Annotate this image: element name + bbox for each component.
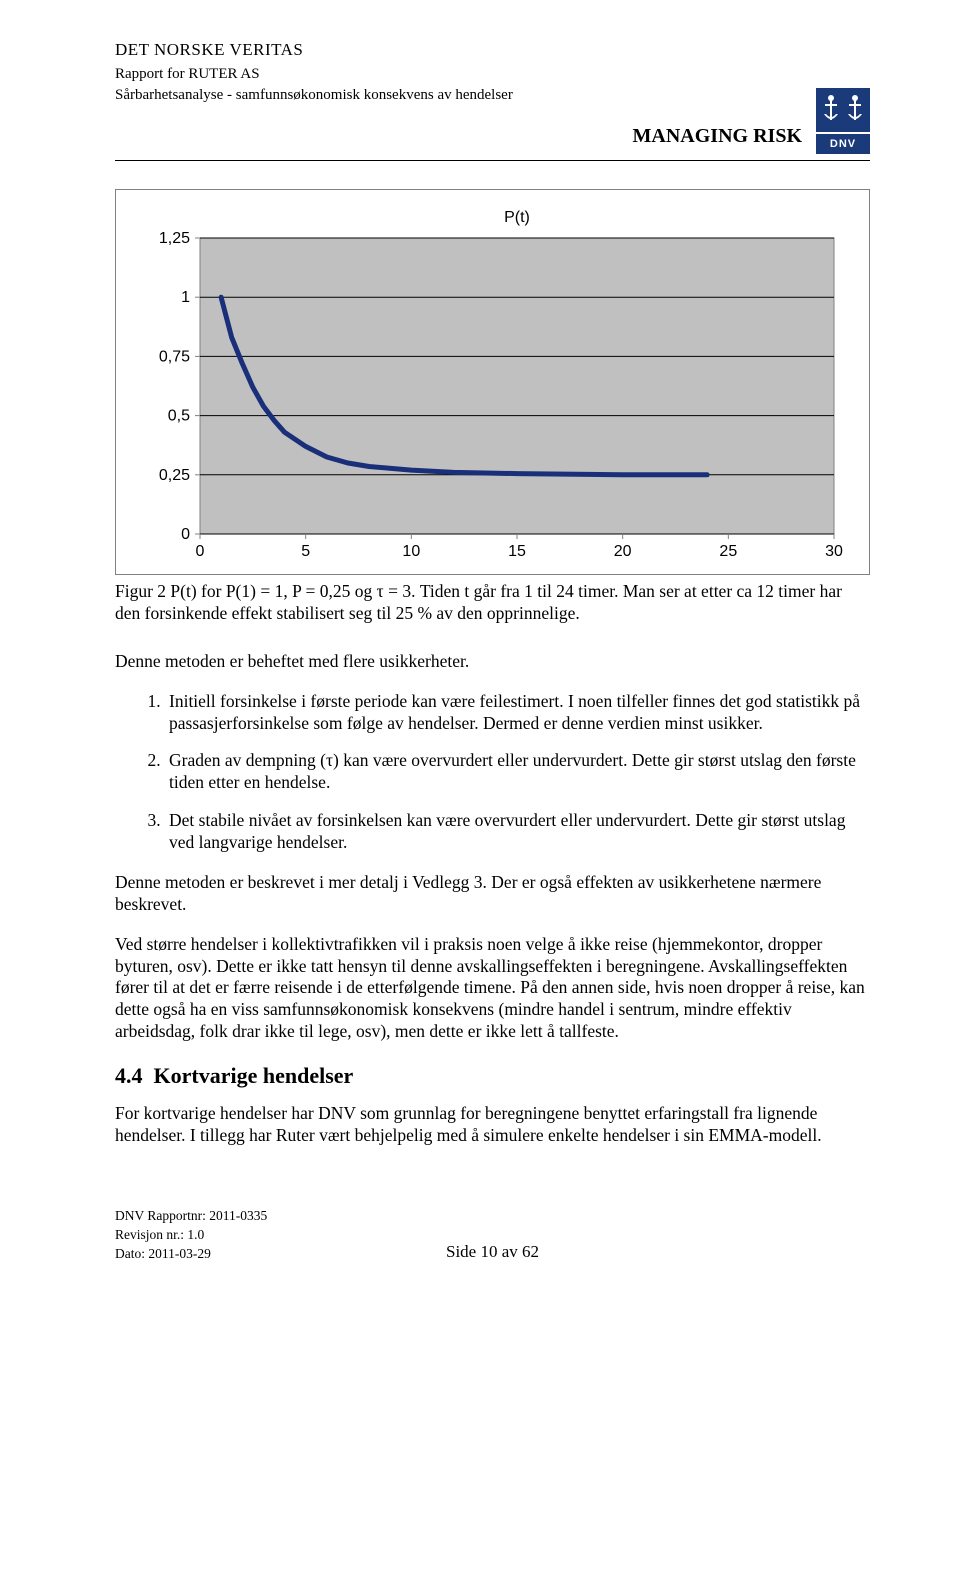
dnv-logo: DNV [816, 88, 870, 154]
svg-text:25: 25 [719, 543, 737, 560]
header-left: DET NORSKE VERITAS Rapport for RUTER AS … [115, 40, 633, 108]
header-divider [115, 160, 870, 161]
paragraph-4: For kortvarige hendelser har DNV som gru… [115, 1103, 870, 1147]
paragraph-1: Denne metoden er beheftet med flere usik… [115, 651, 870, 673]
report-subtitle: Sårbarhetsanalyse - samfunnsøkonomisk ko… [115, 87, 633, 104]
list-item: Det stabile nivået av forsinkelsen kan v… [165, 810, 870, 854]
svg-text:0,25: 0,25 [159, 467, 190, 484]
section-title: Kortvarige hendelser [154, 1063, 354, 1088]
pt-chart: P(t) 0 0,25 0,5 0,75 1 1,25 0 5 10 15 20 25 30 [130, 204, 846, 564]
svg-text:1,25: 1,25 [159, 230, 190, 247]
figure-caption: Figur 2 P(t) for P(1) = 1, P = 0,25 og τ… [115, 581, 870, 625]
svg-text:15: 15 [508, 543, 526, 560]
anchors-icon [816, 88, 870, 132]
paragraph-2: Denne metoden er beskrevet i mer detalj … [115, 872, 870, 916]
dnv-logo-text: DNV [816, 134, 870, 154]
uncertainty-list: Initiell forsinkelse i første periode ka… [115, 691, 870, 854]
paragraph-3: Ved større hendelser i kollektivtrafikke… [115, 934, 870, 1043]
section-heading: 4.4 Kortvarige hendelser [115, 1063, 870, 1089]
list-item: Graden av dempning (τ) kan være overvurd… [165, 750, 870, 794]
footer-report-nr: DNV Rapportnr: 2011-0335 [115, 1207, 870, 1226]
org-name: DET NORSKE VERITAS [115, 40, 633, 60]
svg-text:P(t): P(t) [504, 209, 530, 226]
svg-text:20: 20 [614, 543, 632, 560]
section-number: 4.4 [115, 1063, 143, 1088]
list-item: Initiell forsinkelse i første periode ka… [165, 691, 870, 735]
page-header: DET NORSKE VERITAS Rapport for RUTER AS … [115, 40, 870, 154]
report-for: Rapport for RUTER AS [115, 66, 633, 83]
svg-text:5: 5 [301, 543, 310, 560]
svg-text:10: 10 [402, 543, 420, 560]
svg-text:30: 30 [825, 543, 843, 560]
svg-text:0,5: 0,5 [168, 408, 190, 425]
header-right: MANAGING RISK DNV [633, 40, 870, 154]
svg-text:1: 1 [181, 289, 190, 306]
page-footer: DNV Rapportnr: 2011-0335 Revisjon nr.: 1… [115, 1207, 870, 1264]
footer-page-number: Side 10 av 62 [115, 1240, 870, 1264]
svg-text:0: 0 [181, 526, 190, 543]
chart-container: P(t) 0 0,25 0,5 0,75 1 1,25 0 5 10 15 20 25 30 [115, 189, 870, 575]
managing-risk-label: MANAGING RISK [633, 125, 802, 148]
svg-text:0: 0 [196, 543, 205, 560]
svg-text:0,75: 0,75 [159, 348, 190, 365]
